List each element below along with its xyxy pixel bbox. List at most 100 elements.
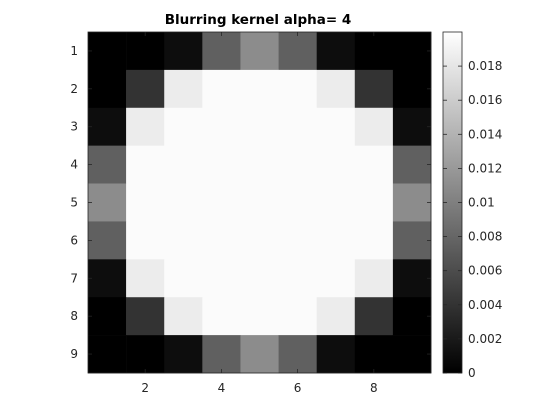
y-tick-label: 5 — [70, 196, 78, 210]
colorbar-tick-label: 0.01 — [468, 196, 495, 210]
heatmap-cell — [316, 221, 356, 260]
heatmap-cell — [126, 221, 165, 260]
heatmap-cell — [126, 32, 165, 71]
y-tick-label: 6 — [70, 233, 78, 247]
heatmap-cell — [202, 183, 241, 222]
heatmap-cell — [354, 145, 394, 184]
colorbar-tick-label: 0.004 — [468, 298, 502, 312]
chart-title: Blurring kernel alpha= 4 — [165, 12, 352, 28]
heatmap-cell — [88, 259, 127, 298]
heatmap-cell — [316, 183, 356, 222]
heatmap-cell — [354, 259, 394, 298]
heatmap-cell — [354, 297, 394, 336]
heatmap-cell — [240, 32, 279, 71]
colorbar-tick-label: 0.006 — [468, 264, 502, 278]
heatmap-cell — [202, 259, 241, 298]
heatmap-cell — [278, 335, 317, 374]
heatmap-cell — [164, 32, 203, 71]
colorbar-tick-label: 0.012 — [468, 161, 502, 175]
heatmap-cell — [164, 183, 203, 222]
heatmap-cell — [88, 69, 127, 109]
heatmap-cell — [392, 32, 432, 71]
heatmap-cell — [202, 221, 241, 260]
heatmap-cell — [278, 221, 317, 260]
heatmap-cell — [202, 107, 241, 146]
colorbar-gradient — [443, 32, 462, 373]
heatmap-cell — [316, 69, 356, 109]
heatmap-cell — [316, 107, 356, 146]
heatmap-cell — [240, 183, 279, 222]
heatmap-cell — [316, 259, 356, 298]
y-tick-label: 3 — [70, 120, 78, 134]
heatmap-cell — [278, 107, 317, 146]
heatmap-cell — [240, 107, 279, 146]
heatmap-cell — [240, 259, 279, 298]
heatmap-cell — [88, 297, 127, 336]
heatmap-cell — [164, 335, 203, 374]
heatmap-cell — [202, 335, 241, 374]
heatmap-cell — [392, 221, 432, 260]
heatmap-cell — [164, 221, 203, 260]
heatmap-cell — [316, 335, 356, 374]
x-tick-label: 8 — [370, 381, 378, 395]
heatmap-cell — [278, 32, 317, 71]
colorbar-tick-label: 0.002 — [468, 332, 502, 346]
heatmap-cell — [354, 335, 394, 374]
heatmap-cell — [240, 297, 279, 336]
heatmap-cell — [164, 145, 203, 184]
heatmap-cell — [126, 335, 165, 374]
heatmap-cell — [240, 335, 279, 374]
colorbar-tick-label: 0 — [468, 366, 476, 380]
heatmap-cell — [88, 32, 127, 71]
heatmap-cell — [164, 107, 203, 146]
heatmap-cell — [316, 145, 356, 184]
colorbar-ticks: 0 0.002 0.004 0.006 0.008 0.01 0.012 0.014 0.016… — [443, 59, 502, 380]
heatmap-cell — [278, 259, 317, 298]
heatmap-cell — [392, 183, 432, 222]
x-tick-label: 6 — [294, 381, 302, 395]
heatmap-cell — [126, 183, 165, 222]
heatmap-cell — [202, 32, 241, 71]
heatmap-cell — [392, 145, 432, 184]
y-tick-label: 4 — [70, 158, 78, 172]
y-tick-label: 1 — [70, 44, 78, 58]
heatmap-cell — [88, 335, 127, 374]
heatmap-cell — [88, 107, 127, 146]
heatmap-cell — [202, 297, 241, 336]
heatmap-cell — [354, 32, 394, 71]
heatmap-cell — [164, 259, 203, 298]
heatmap-cell — [202, 69, 241, 109]
heatmap-cell — [392, 69, 432, 109]
heatmap-cell — [278, 297, 317, 336]
y-tick-label: 7 — [70, 271, 78, 285]
heatmap-cell — [126, 69, 165, 109]
heatmap-cell — [88, 183, 127, 222]
colorbar-tick-label: 0.014 — [468, 127, 502, 141]
heatmap-cell — [88, 145, 127, 184]
heatmap-cell — [354, 69, 394, 109]
heatmap-cell — [392, 107, 432, 146]
heatmap-cell — [278, 145, 317, 184]
y-tick-label: 9 — [70, 347, 78, 361]
colorbar: 0 0.002 0.004 0.006 0.008 0.01 0.012 0.014 0.016… — [442, 31, 502, 380]
colorbar-tick-label: 0.018 — [468, 59, 502, 73]
heatmap-cell — [126, 145, 165, 184]
heatmap-cell — [316, 32, 356, 71]
heatmap-cell — [392, 335, 432, 374]
heatmap-cell — [354, 183, 394, 222]
heatmap-cell — [126, 297, 165, 336]
colorbar-tick-label: 0.008 — [468, 230, 502, 244]
heatmap-cell — [278, 69, 317, 109]
heatmap-cell — [316, 297, 356, 336]
heatmap-cell — [354, 107, 394, 146]
heatmap-cell — [164, 69, 203, 109]
heatmap-cell — [202, 145, 241, 184]
x-tick-label: 4 — [218, 381, 226, 395]
heatmap-cell — [88, 221, 127, 260]
heatmap-cells — [88, 32, 432, 374]
x-axis: 2 4 6 8 — [141, 32, 378, 395]
heatmap-cell — [126, 107, 165, 146]
x-tick-label: 2 — [141, 381, 149, 395]
